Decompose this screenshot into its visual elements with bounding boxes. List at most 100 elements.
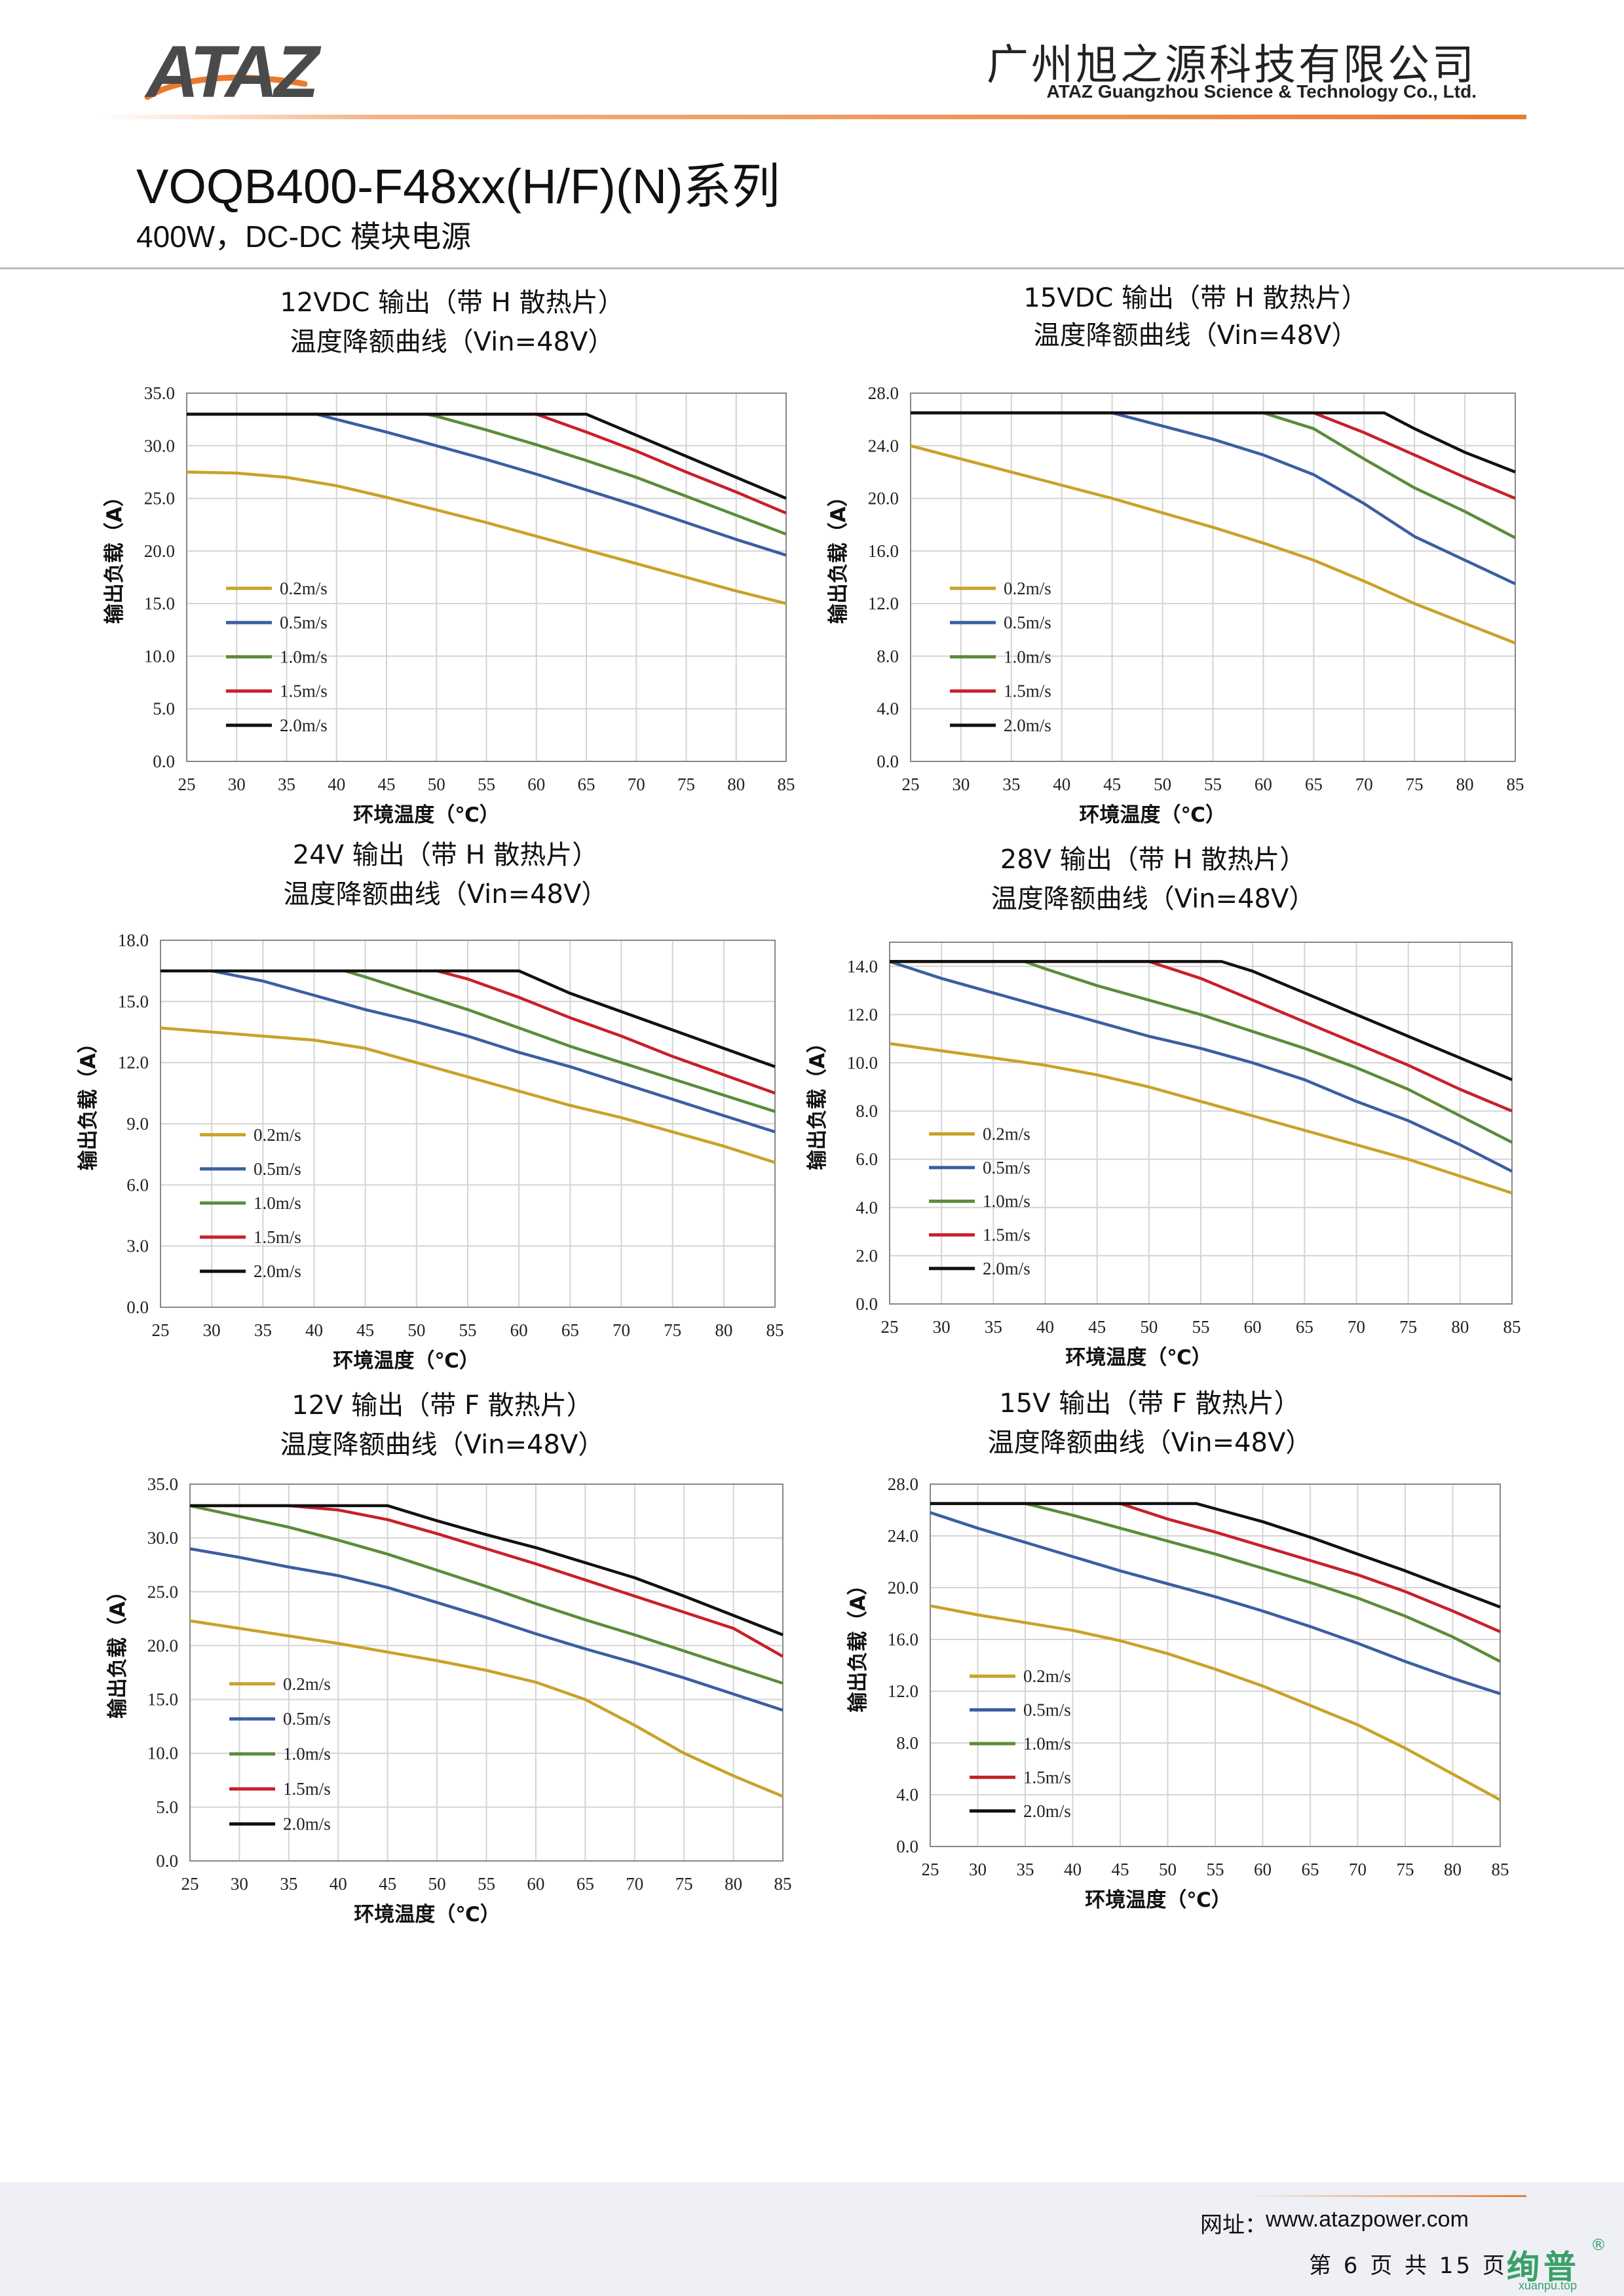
- y-tick-label: 8.0: [856, 1101, 878, 1121]
- y-tick-label: 28.0: [888, 1474, 918, 1494]
- x-tick-label: 30: [231, 1874, 248, 1894]
- x-tick-label: 85: [774, 1874, 792, 1894]
- chart-2: 15VDC 输出（带 H 散热片） 温度降额曲线（Vin=48V） 25 30 35 40…: [827, 283, 1524, 827]
- footer-url[interactable]: www.atazpower.com: [1266, 2207, 1469, 2232]
- x-tick-label: 35: [280, 1874, 297, 1894]
- y-tick-label: 10.0: [147, 1744, 178, 1763]
- legend-label: 1.5m/s: [1004, 681, 1051, 701]
- y-tick-label: 24.0: [868, 436, 899, 455]
- x-tick-label: 85: [1507, 775, 1524, 794]
- legend-label: 0.2m/s: [280, 579, 328, 598]
- plot-frame: [189, 1483, 784, 1862]
- y-tick-label: 20.0: [868, 489, 899, 508]
- chart-5: 12V 输出（带 F 散热片） 温度降额曲线（Vin=48V） 25 30 35 40 45…: [106, 1390, 792, 1926]
- footer-rule: [1245, 2195, 1526, 2197]
- series-line-0.2m/s: [189, 1619, 784, 1798]
- y-tick-label: 35.0: [144, 383, 175, 403]
- x-tick-label: 70: [1348, 1317, 1365, 1337]
- y-tick-label: 15.0: [118, 991, 149, 1011]
- legend-label: 0.5m/s: [280, 613, 328, 632]
- y-tick-label: 30.0: [144, 436, 175, 455]
- series-line-2.0m/s: [161, 969, 776, 1069]
- x-tick-label: 25: [881, 1317, 899, 1337]
- x-tick-label: 25: [181, 1874, 199, 1894]
- series-line-2.0m/s: [190, 1504, 784, 1637]
- x-tick-label: 55: [1207, 1860, 1224, 1879]
- y-tick-label: 35.0: [147, 1474, 178, 1494]
- chart-4: 28V 输出（带 H 散热片） 温度降额曲线（Vin=48V） 25 30 35 40 45…: [806, 845, 1521, 1369]
- legend-label: 1.0m/s: [280, 647, 328, 666]
- legend-label: 0.5m/s: [1023, 1700, 1071, 1720]
- x-tick-label: 45: [356, 1320, 374, 1340]
- x-axis-label: 环境温度（℃）: [1065, 1346, 1212, 1369]
- x-tick-label: 65: [1305, 775, 1323, 794]
- chart-subtitle: 温度降额曲线（Vin=48V）: [1034, 320, 1358, 351]
- y-tick-label: 12.0: [868, 594, 899, 613]
- y-tick-label: 10.0: [847, 1053, 878, 1073]
- plot-frame: [186, 392, 787, 762]
- x-axis-label: 环境温度（℃）: [1079, 803, 1226, 827]
- x-tick-label: 25: [922, 1860, 939, 1879]
- section-divider: [0, 267, 1624, 269]
- x-tick-label: 50: [1154, 775, 1171, 794]
- y-tick-label: 24.0: [888, 1526, 918, 1546]
- y-tick-label: 0.0: [126, 1297, 149, 1317]
- y-tick-label: 3.0: [126, 1236, 149, 1256]
- y-tick-label: 15.0: [147, 1690, 178, 1710]
- x-tick-label: 45: [1088, 1317, 1106, 1337]
- series-line-2.0m/s: [911, 411, 1516, 474]
- legend-label: 1.5m/s: [983, 1225, 1030, 1245]
- header-rule: [98, 115, 1526, 119]
- x-tick-label: 70: [626, 1874, 643, 1894]
- watermark-text: 绚普: [1507, 2248, 1580, 2286]
- footer-url-label: 网址：: [1200, 2212, 1267, 2238]
- legend-label: 0.5m/s: [1004, 613, 1051, 632]
- y-tick-label: 12.0: [847, 1004, 878, 1024]
- x-tick-label: 70: [1355, 775, 1373, 794]
- chart-3: 24V 输出（带 H 散热片） 温度降额曲线（Vin=48V） 25 30 35 40 45…: [77, 840, 784, 1373]
- x-tick-label: 60: [527, 1874, 544, 1894]
- series-line-2.0m/s: [890, 960, 1513, 1081]
- legend-label: 0.2m/s: [983, 1124, 1030, 1144]
- y-tick-label: 2.0: [856, 1246, 878, 1265]
- x-tick-label: 60: [527, 775, 545, 794]
- x-tick-label: 45: [1112, 1860, 1129, 1879]
- y-tick-label: 6.0: [856, 1149, 878, 1169]
- x-tick-label: 25: [902, 775, 920, 794]
- y-tick-label: 20.0: [144, 541, 175, 561]
- x-axis-label: 环境温度（℃）: [354, 1903, 500, 1926]
- chart-subtitle: 温度降额曲线（Vin=48V）: [280, 1430, 605, 1460]
- x-tick-label: 65: [578, 775, 595, 794]
- x-tick-label: 40: [305, 1320, 323, 1340]
- y-tick-label: 15.0: [144, 594, 175, 613]
- chart-title: 15V 输出（带 F 散热片）: [999, 1388, 1300, 1419]
- x-tick-label: 55: [459, 1320, 477, 1340]
- x-tick-label: 80: [1451, 1317, 1469, 1337]
- plot-frame: [910, 392, 1516, 762]
- x-tick-label: 40: [1053, 775, 1070, 794]
- x-tick-label: 75: [1406, 775, 1424, 794]
- y-tick-label: 14.0: [847, 957, 878, 976]
- chart-subtitle: 温度降额曲线（Vin=48V）: [284, 879, 608, 909]
- plot-frame: [889, 942, 1513, 1305]
- company-name-en: ATAZ Guangzhou Science & Technology Co.,…: [1046, 81, 1477, 102]
- x-tick-label: 80: [725, 1874, 742, 1894]
- x-tick-label: 35: [985, 1317, 1002, 1337]
- chart-title: 24V 输出（带 H 散热片）: [293, 840, 598, 870]
- y-tick-label: 6.0: [126, 1175, 149, 1195]
- x-tick-label: 30: [228, 775, 246, 794]
- y-tick-label: 0.0: [156, 1851, 178, 1871]
- legend-label: 0.5m/s: [254, 1159, 301, 1179]
- y-tick-label: 10.0: [144, 646, 175, 666]
- legend-label: 0.2m/s: [1004, 579, 1051, 598]
- x-tick-label: 65: [561, 1320, 579, 1340]
- x-tick-label: 40: [328, 775, 345, 794]
- series-line-1.0m/s: [930, 1502, 1501, 1663]
- x-tick-label: 65: [1296, 1317, 1313, 1337]
- x-tick-label: 60: [1244, 1317, 1262, 1337]
- legend-label: 2.0m/s: [254, 1261, 301, 1281]
- y-tick-label: 4.0: [896, 1785, 918, 1805]
- y-tick-label: 9.0: [126, 1114, 149, 1134]
- series-line-0.2m/s: [889, 1042, 1513, 1195]
- legend-label: 0.2m/s: [254, 1125, 301, 1145]
